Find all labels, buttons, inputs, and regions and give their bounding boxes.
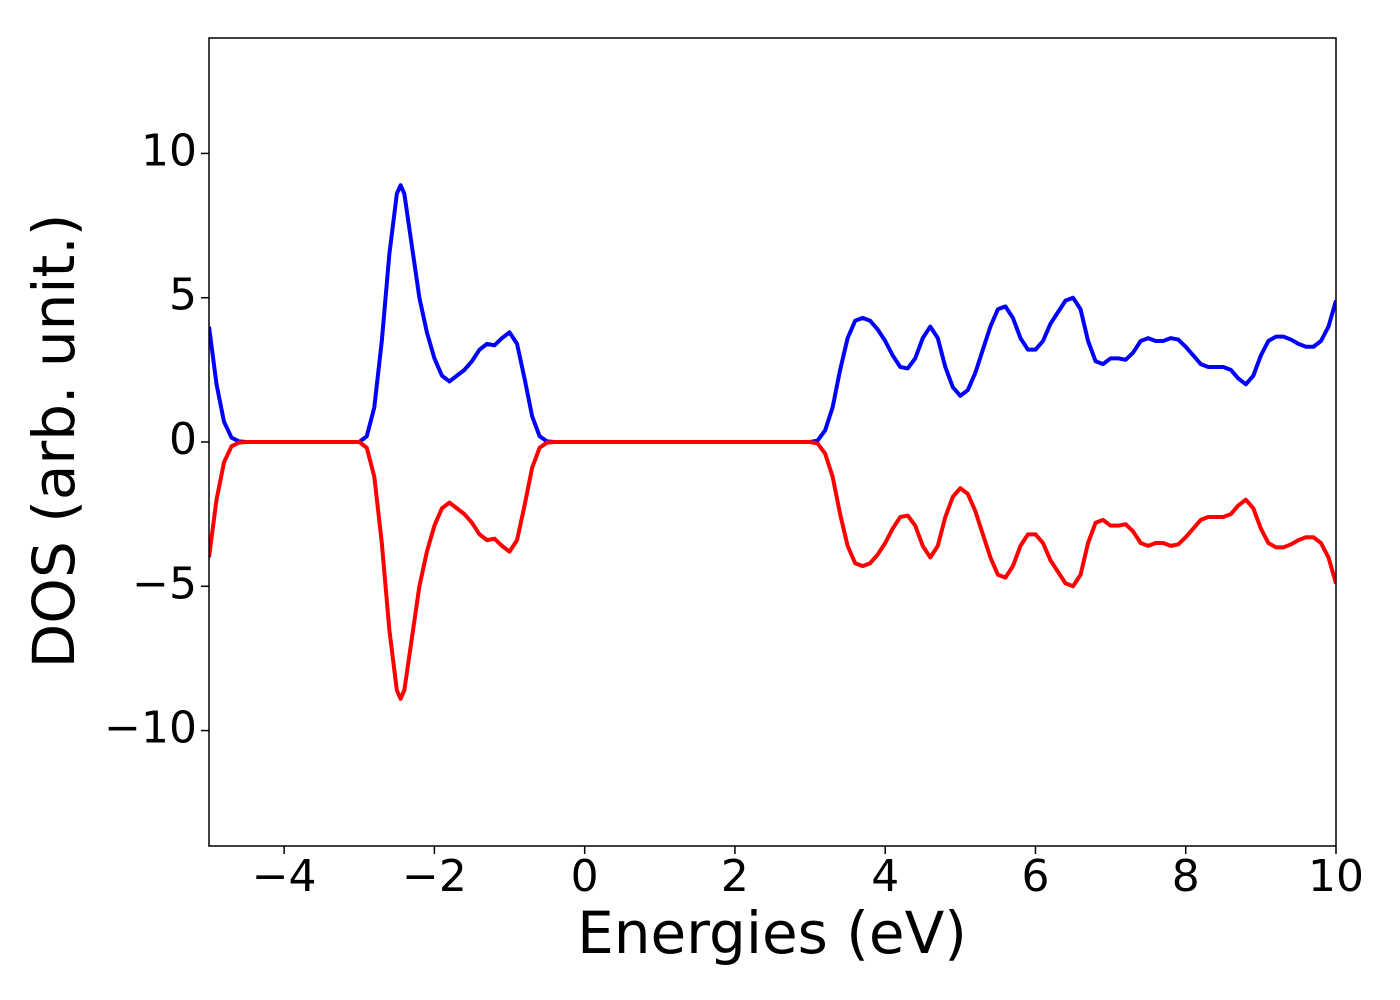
x-tick-label: 8 [1172, 851, 1200, 902]
x-tick-label: 2 [721, 851, 749, 902]
x-tick-label: 4 [871, 851, 899, 902]
y-tick-label: 5 [169, 270, 197, 321]
x-tick-label: 10 [1308, 851, 1364, 902]
y-tick-label: −10 [104, 703, 197, 754]
x-tick-label: −4 [252, 851, 317, 902]
line-series [209, 183, 1336, 444]
y-tick-label: 0 [169, 414, 197, 465]
x-tick-label: −2 [402, 851, 467, 902]
y-tick-label: −5 [132, 558, 197, 609]
line-series [209, 440, 1336, 701]
y-tick-label: 10 [141, 125, 197, 176]
x-tick-label: 0 [571, 851, 599, 902]
x-tick-label: 6 [1021, 851, 1049, 902]
x-axis-title: Energies (eV) [577, 899, 967, 967]
plot-frame [208, 37, 1337, 847]
y-axis-title: DOS (arb. unit.) [20, 214, 88, 669]
